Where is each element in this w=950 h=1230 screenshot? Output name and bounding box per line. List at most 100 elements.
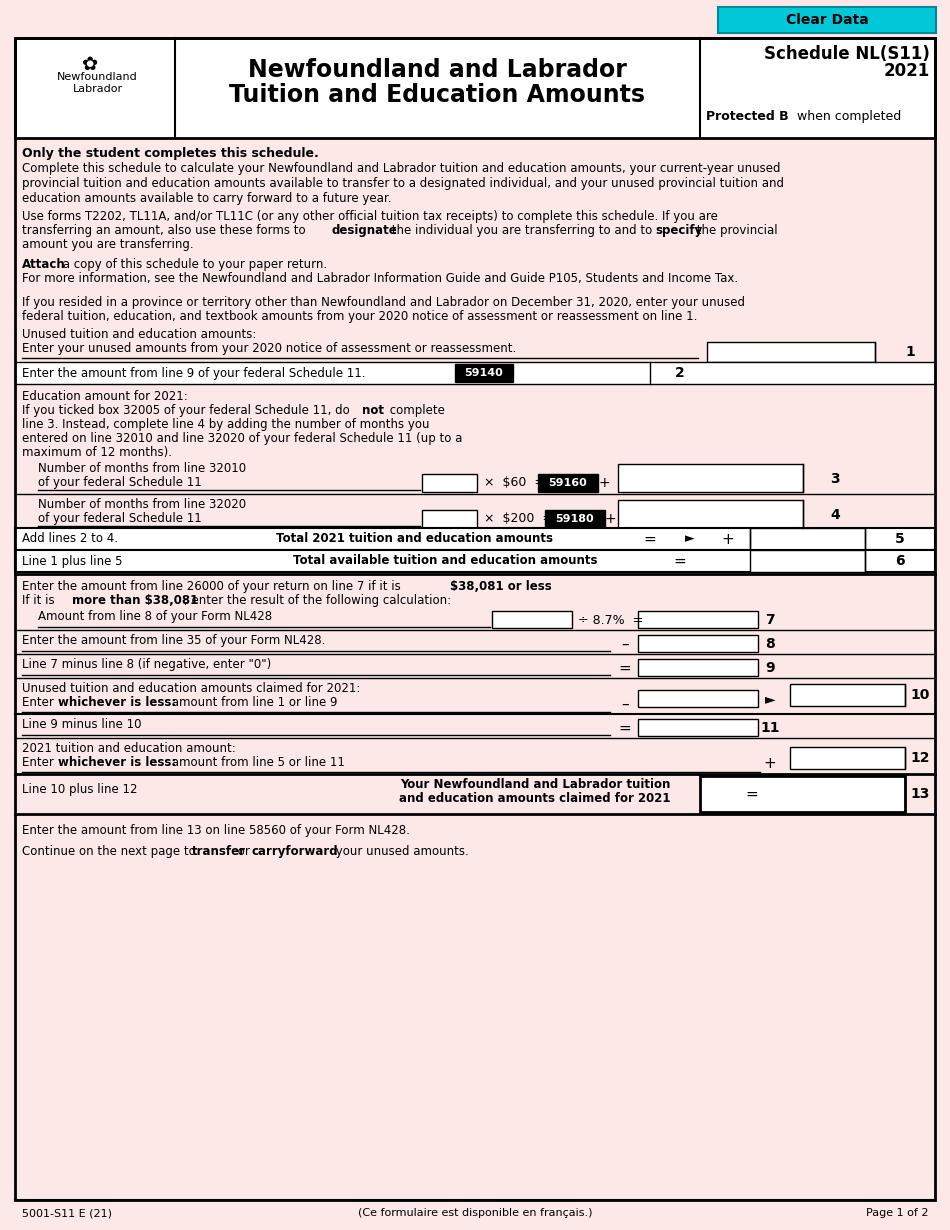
Text: ►: ► xyxy=(765,692,775,706)
Bar xyxy=(618,464,803,492)
Bar xyxy=(618,501,803,528)
Text: of your federal Schedule 11: of your federal Schedule 11 xyxy=(38,512,201,525)
Text: ÷ 8.7%  =: ÷ 8.7% = xyxy=(578,614,643,626)
Text: federal tuition, education, and textbook amounts from your 2020 notice of assess: federal tuition, education, and textbook… xyxy=(22,310,697,323)
Text: If it is: If it is xyxy=(22,594,58,606)
Text: or: or xyxy=(234,845,254,859)
Text: For more information, see the Newfoundland and Labrador Information Guide and Gu: For more information, see the Newfoundla… xyxy=(22,272,738,285)
Text: Protected B: Protected B xyxy=(706,109,788,123)
Bar xyxy=(15,38,935,138)
Text: –: – xyxy=(621,696,629,711)
Text: Only the student completes this schedule.: Only the student completes this schedule… xyxy=(22,148,319,160)
Text: 2: 2 xyxy=(675,367,685,380)
Bar xyxy=(422,510,477,528)
Text: entered on line 32010 and line 32020 of your federal Schedule 11 (up to a: entered on line 32010 and line 32020 of … xyxy=(22,432,463,445)
Text: of your federal Schedule 11: of your federal Schedule 11 xyxy=(38,476,201,490)
Text: ►: ► xyxy=(685,533,694,545)
Text: Tuition and Education Amounts: Tuition and Education Amounts xyxy=(229,82,645,107)
Text: =: = xyxy=(618,721,632,736)
Text: =: = xyxy=(618,661,632,675)
Bar xyxy=(492,611,572,629)
Text: Continue on the next page to: Continue on the next page to xyxy=(22,845,200,859)
Bar xyxy=(545,510,605,528)
Bar xyxy=(15,528,935,550)
Bar xyxy=(638,611,758,629)
Text: Enter the amount from line 26000 of your return on line 7 if it is: Enter the amount from line 26000 of your… xyxy=(22,581,405,593)
Text: –: – xyxy=(621,636,629,652)
Text: specify: specify xyxy=(655,224,702,237)
Text: Clear Data: Clear Data xyxy=(786,14,868,27)
Text: amount from line 1 or line 9: amount from line 1 or line 9 xyxy=(168,696,337,708)
Text: 1: 1 xyxy=(905,344,915,359)
Text: Enter the amount from line 35 of your Form NL428.: Enter the amount from line 35 of your Fo… xyxy=(22,633,325,647)
Text: complete: complete xyxy=(386,403,445,417)
Text: ×  $200  =: × $200 = xyxy=(484,513,553,525)
Text: 3: 3 xyxy=(830,472,840,486)
Text: Enter the amount from line 13 on line 58560 of your Form NL428.: Enter the amount from line 13 on line 58… xyxy=(22,824,409,836)
Text: Line 9 minus line 10: Line 9 minus line 10 xyxy=(22,718,142,731)
Text: Number of months from line 32010: Number of months from line 32010 xyxy=(38,462,246,475)
Text: +: + xyxy=(604,512,616,526)
Text: Enter: Enter xyxy=(22,756,58,769)
Text: the individual you are transferring to and to: the individual you are transferring to a… xyxy=(388,224,656,237)
Text: +: + xyxy=(598,476,610,490)
Text: designate: designate xyxy=(332,224,398,237)
Text: Line 10 plus line 12: Line 10 plus line 12 xyxy=(22,784,138,797)
Text: 12: 12 xyxy=(910,752,930,765)
Text: 7: 7 xyxy=(765,613,775,627)
Text: maximum of 12 months).: maximum of 12 months). xyxy=(22,446,172,459)
Text: 13: 13 xyxy=(910,787,930,801)
Text: more than $38,081: more than $38,081 xyxy=(72,594,199,606)
Text: Complete this schedule to calculate your Newfoundland and Labrador tuition and e: Complete this schedule to calculate your… xyxy=(22,162,784,205)
Bar xyxy=(750,528,865,550)
Text: Unused tuition and education amounts:: Unused tuition and education amounts: xyxy=(22,328,257,341)
Text: Line 1 plus line 5: Line 1 plus line 5 xyxy=(22,555,123,567)
Bar xyxy=(790,684,905,706)
Text: whichever is less:: whichever is less: xyxy=(58,756,177,769)
Text: 9: 9 xyxy=(765,661,775,675)
Text: =: = xyxy=(746,786,758,802)
Bar xyxy=(15,550,935,572)
Bar xyxy=(422,474,477,492)
Text: line 3. Instead, complete line 4 by adding the number of months you: line 3. Instead, complete line 4 by addi… xyxy=(22,418,429,430)
Text: Enter your unused amounts from your 2020 notice of assessment or reassessment.: Enter your unused amounts from your 2020… xyxy=(22,342,516,355)
Text: 59160: 59160 xyxy=(549,478,587,488)
Text: transferring an amount, also use these forms to: transferring an amount, also use these f… xyxy=(22,224,310,237)
Text: 6: 6 xyxy=(895,554,904,568)
Text: +: + xyxy=(722,531,734,546)
Text: $38,081 or less: $38,081 or less xyxy=(450,581,552,593)
Text: If you ticked box 32005 of your federal Schedule 11, do: If you ticked box 32005 of your federal … xyxy=(22,403,353,417)
Text: Attach: Attach xyxy=(22,258,66,271)
Text: Enter: Enter xyxy=(22,696,58,708)
Text: Use forms T2202, TL11A, and/or TL11C (or any other official tuition tax receipts: Use forms T2202, TL11A, and/or TL11C (or… xyxy=(22,210,718,223)
Text: 5: 5 xyxy=(895,533,904,546)
Text: Page 1 of 2: Page 1 of 2 xyxy=(865,1208,928,1218)
Bar xyxy=(455,364,513,383)
Bar xyxy=(700,776,905,812)
Text: Education amount for 2021:: Education amount for 2021: xyxy=(22,390,188,403)
Bar xyxy=(790,747,905,769)
Text: not: not xyxy=(362,403,384,417)
Text: ×  $60  =: × $60 = xyxy=(484,476,545,490)
Text: 11: 11 xyxy=(760,721,780,736)
Text: Amount from line 8 of your Form NL428: Amount from line 8 of your Form NL428 xyxy=(38,610,272,624)
Bar xyxy=(707,342,875,362)
Bar xyxy=(638,690,758,707)
Bar xyxy=(538,474,598,492)
Text: =: = xyxy=(644,531,656,546)
Bar xyxy=(638,635,758,652)
Text: Add lines 2 to 4.: Add lines 2 to 4. xyxy=(22,533,118,545)
Text: Your Newfoundland and Labrador tuition: Your Newfoundland and Labrador tuition xyxy=(400,779,670,791)
Text: 4: 4 xyxy=(830,508,840,522)
Text: Line 7 minus line 8 (if negative, enter "0"): Line 7 minus line 8 (if negative, enter … xyxy=(22,658,272,672)
Text: 59180: 59180 xyxy=(556,514,595,524)
Text: 59140: 59140 xyxy=(465,368,504,378)
Text: =: = xyxy=(674,554,686,568)
Text: amount you are transferring.: amount you are transferring. xyxy=(22,237,194,251)
Bar xyxy=(15,362,935,384)
Bar xyxy=(718,7,936,33)
Text: 2021: 2021 xyxy=(884,62,930,80)
Text: Newfoundland: Newfoundland xyxy=(57,73,138,82)
Text: Number of months from line 32020: Number of months from line 32020 xyxy=(38,498,246,510)
Text: a copy of this schedule to your paper return.: a copy of this schedule to your paper re… xyxy=(59,258,327,271)
